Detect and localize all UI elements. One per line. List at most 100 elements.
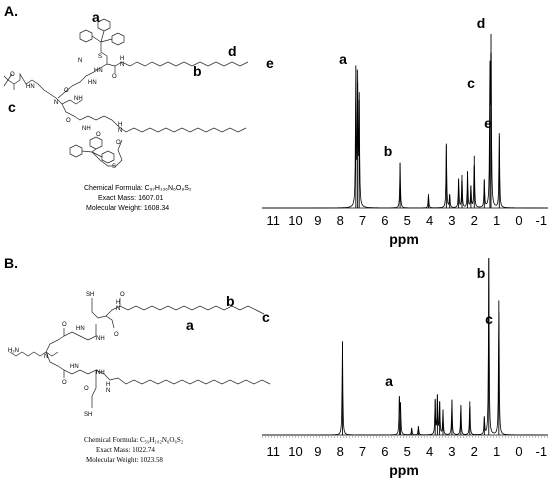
tick-label: 0 — [515, 213, 522, 228]
panel-b-label: B. — [4, 255, 18, 271]
tick-label: 9 — [314, 213, 321, 228]
atom-label: H — [118, 122, 122, 128]
atom-label: SH — [86, 292, 94, 298]
panel-a-label: A. — [4, 3, 18, 19]
tick-label: 5 — [404, 444, 411, 459]
tick-label: -1 — [536, 444, 548, 459]
atom-label: O — [116, 140, 121, 146]
molecule-b-structure — [9, 298, 271, 408]
atom-label: H₂N — [8, 348, 19, 354]
atom-label: O — [66, 118, 71, 124]
trityl-group-top — [79, 18, 125, 52]
atom-label: N — [116, 306, 120, 312]
tick-label: 4 — [426, 444, 433, 459]
nmr-spectrum-a: 11 10 9 8 7 6 5 4 3 2 1 0 -1 ppm a b c d… — [262, 15, 548, 247]
molecule-b-exact-mass: Exact Mass: 1022.74 — [96, 446, 155, 454]
peak-label-d: d — [477, 15, 486, 31]
molecule-a-exact-mass: Exact Mass: 1607.01 — [98, 195, 163, 202]
atom-label: NH — [74, 96, 83, 102]
atom-label: NH — [96, 370, 105, 376]
spectrum-b-trace — [262, 258, 548, 436]
molecule-b-labels: a b c — [186, 293, 270, 333]
atom-label: HN — [26, 84, 35, 90]
tick-label: 1 — [493, 213, 500, 228]
peak-label-e: e — [484, 115, 492, 131]
atom-label: O — [112, 74, 117, 80]
atom-label: O — [62, 380, 67, 386]
structure-label-a: a — [186, 317, 194, 333]
structure-label-c: c — [8, 99, 16, 115]
structure-label-b: b — [193, 63, 202, 79]
tick-label: 2 — [471, 213, 478, 228]
atom-label: S — [98, 54, 102, 60]
structure-label-a: a — [92, 9, 100, 25]
peak-label-a: a — [385, 373, 393, 389]
atom-label: O — [64, 88, 69, 94]
molecule-a-molecular-weight: Molecular Weight: 1608.34 — [86, 205, 169, 212]
atom-label: O — [62, 322, 67, 328]
spectrum-a-peak-marks — [355, 34, 500, 208]
spectrum-a-peak-labels: a b c d e — [339, 15, 492, 159]
structure-label-c: c — [262, 309, 270, 325]
molecule-a-formula: Chemical Formula: C₉₇H₁₃₆N₆O₈S₂ — [84, 185, 192, 192]
atom-label: N — [78, 58, 82, 64]
tick-label: 7 — [359, 213, 366, 228]
tick-label: -1 — [536, 213, 548, 228]
spectrum-b-peak-marks — [341, 258, 500, 435]
molecule-a-structure — [3, 18, 249, 167]
molecule-b-atoms: SH H₂N N HN NH O O NH O HN SH O H N O H … — [8, 292, 125, 418]
atom-label: O — [96, 132, 101, 138]
structure-label-e: e — [266, 55, 274, 71]
atom-label: N — [118, 128, 122, 134]
atom-label: O — [10, 72, 15, 78]
atom-label: N — [120, 62, 124, 68]
spectrum-a-xlabel: ppm — [389, 231, 419, 247]
atom-label: H — [120, 56, 124, 62]
tick-label: 7 — [359, 444, 366, 459]
peak-label-a: a — [339, 51, 347, 67]
tick-label: 8 — [337, 444, 344, 459]
spectrum-b-peak-labels: a b c — [385, 265, 493, 389]
tick-label: 0 — [515, 444, 522, 459]
atom-label: N — [106, 388, 110, 394]
atom-label: N — [44, 354, 48, 360]
tick-label: 6 — [381, 444, 388, 459]
molecule-b-formula: Chemical Formula: C₅₉H₁₀₂N₆O₆S₂ — [84, 436, 184, 444]
tick-label: 6 — [381, 213, 388, 228]
atom-label: S — [112, 164, 116, 170]
tick-label: 8 — [337, 213, 344, 228]
tick-label: 3 — [448, 444, 455, 459]
atom-label: N — [54, 100, 58, 106]
spectrum-a-tick-labels: 11 10 9 8 7 6 5 4 3 2 1 0 -1 — [266, 213, 547, 228]
tick-label: 1 — [493, 444, 500, 459]
structure-label-b: b — [226, 293, 235, 309]
molecule-a-atoms: O HN N HN NH O O NH O HN N S S H N O H N… — [10, 54, 124, 170]
molecule-a-labels: a b c d e — [8, 9, 274, 115]
tick-label: 5 — [404, 213, 411, 228]
peak-label-b: b — [477, 265, 486, 281]
atom-label: HN — [70, 364, 79, 370]
tick-label: 11 — [266, 213, 280, 228]
tick-label: 3 — [448, 213, 455, 228]
spectrum-b-xlabel: ppm — [389, 462, 419, 478]
atom-label: O — [120, 292, 125, 298]
spectrum-b-tick-labels: 11 10 9 8 7 6 5 4 3 2 1 0 -1 — [266, 444, 547, 459]
trityl-group-bottom — [69, 136, 123, 167]
atom-label: HN — [88, 80, 97, 86]
atom-label: O — [84, 386, 89, 392]
atom-label: NH — [96, 336, 105, 342]
atom-label: H — [116, 300, 120, 306]
structure-label-d: d — [228, 43, 237, 59]
spectrum-a-trace — [262, 52, 548, 209]
atom-label: O — [114, 332, 119, 338]
tick-label: 10 — [288, 444, 302, 459]
peak-label-c: c — [467, 75, 475, 91]
peak-label-c: c — [485, 311, 493, 327]
tick-label: 10 — [288, 213, 302, 228]
tick-label: 9 — [314, 444, 321, 459]
molecule-b-molecular-weight: Molecular Weight: 1023.58 — [86, 456, 163, 464]
tick-label: 11 — [266, 444, 280, 459]
atom-label: HN — [76, 326, 85, 332]
nmr-spectrum-b: 11 10 9 8 7 6 5 4 3 2 1 0 -1 ppm a b c — [262, 258, 548, 478]
